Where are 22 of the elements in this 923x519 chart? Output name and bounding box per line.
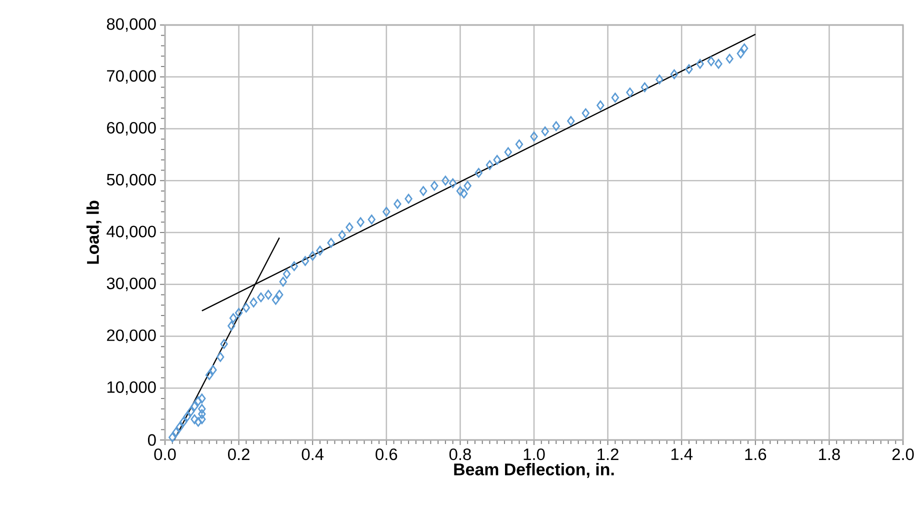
y-tick-label: 20,000 [107,329,156,344]
x-tick-label: 0.4 [302,448,324,460]
x-tick-label: 0.0 [154,448,176,460]
y-tick-label: 60,000 [107,122,156,136]
x-tick-label: 1.2 [598,448,618,460]
x-tick-label: 0.8 [449,448,471,460]
y-axis-title: Load, lb [86,200,102,264]
y-tick-label: 0 [148,434,156,446]
y-tick-label: 40,000 [106,226,156,240]
y-tick-label: 10,000 [107,381,156,395]
x-tick-label: 1.8 [819,448,840,460]
y-tick-label: 80,000 [106,18,156,32]
y-tick-label: 30,000 [106,278,156,292]
y-tick-label: 70,000 [107,70,156,84]
x-tick-label: 1.6 [745,448,766,460]
x-tick-label: 1.4 [671,448,693,460]
x-tick-label: 2.0 [892,448,914,460]
x-tick-label: 1.0 [524,448,545,460]
y-tick-label: 50,000 [106,174,156,188]
x-axis-title: Beam Deflection, in. [454,462,614,478]
x-tick-label: 0.2 [228,448,250,460]
x-tick-label: 0.6 [376,448,398,460]
